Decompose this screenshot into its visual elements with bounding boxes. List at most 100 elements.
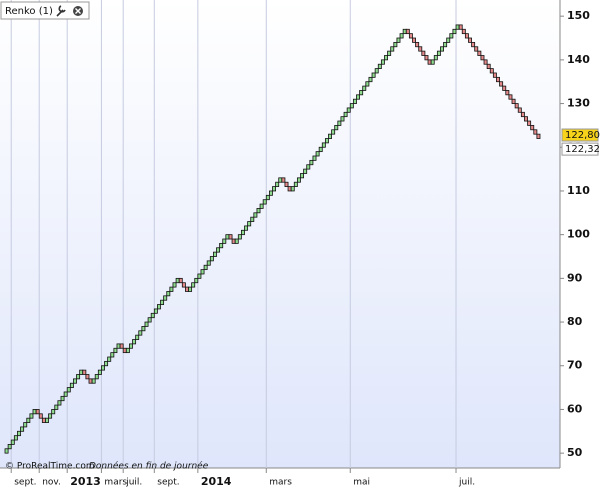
brick (396, 37, 401, 43)
brick (471, 41, 476, 48)
footer-source: © ProRealTime.com (5, 462, 95, 472)
x-tick-label: mars (104, 478, 127, 488)
brick (321, 142, 326, 148)
brick (147, 317, 152, 323)
brick (278, 177, 283, 183)
brick (256, 208, 261, 214)
y-tick-label: 90 (567, 271, 583, 284)
labels: 5060708090100110120130140150sept.nov.201… (10, 9, 600, 488)
brick (324, 138, 329, 144)
brick (20, 426, 25, 432)
brick (38, 413, 43, 419)
brick (430, 59, 435, 65)
brick (433, 55, 438, 61)
brick (440, 46, 444, 52)
brick (163, 295, 168, 301)
brick (122, 347, 127, 354)
brick (29, 413, 34, 419)
brick (281, 177, 286, 183)
brick (275, 181, 280, 187)
brick (144, 321, 149, 327)
brick (483, 59, 488, 65)
brick (520, 111, 525, 118)
brick (17, 430, 21, 437)
brick (312, 155, 317, 161)
brick (63, 391, 68, 397)
brick (32, 409, 37, 415)
brick (343, 111, 348, 118)
brick (185, 286, 189, 292)
brick (265, 194, 270, 201)
brick (415, 41, 420, 48)
brick (387, 50, 392, 56)
brick (318, 146, 323, 153)
brick (517, 107, 522, 113)
brick (101, 365, 105, 371)
brick (374, 68, 379, 74)
brick (206, 260, 211, 266)
settings-icon[interactable] (56, 5, 66, 17)
brick (464, 33, 469, 39)
brick (175, 277, 180, 284)
brick (505, 90, 510, 96)
brick (54, 404, 59, 410)
x-tick-label: 2014 (201, 475, 232, 488)
brick (203, 264, 208, 271)
brick (496, 76, 500, 83)
brick (352, 98, 357, 104)
brick (150, 312, 155, 319)
brick (23, 422, 28, 428)
brick (116, 343, 121, 349)
brick (66, 387, 71, 393)
brick (290, 186, 295, 192)
brick (26, 417, 31, 423)
brick (268, 190, 273, 196)
brick (508, 94, 513, 100)
brick (468, 37, 472, 43)
x-tick-label: mars (269, 478, 292, 488)
brick (153, 308, 158, 314)
legend-box: Renko (1) (0, 1, 90, 20)
brick (303, 168, 308, 174)
brick (200, 269, 205, 275)
y-tick-label: 70 (567, 359, 583, 372)
brick (7, 444, 12, 450)
brick (399, 33, 404, 39)
brick (197, 273, 202, 279)
y-tick-label: 140 (567, 53, 590, 66)
price-marker-label: 122,32 (565, 144, 600, 155)
x-tick-label: 2013 (70, 475, 101, 488)
brick (191, 282, 196, 288)
brick (57, 400, 62, 406)
brick (499, 81, 504, 87)
brick (334, 125, 339, 131)
x-tick-label: nov. (42, 478, 61, 488)
brick (287, 186, 292, 192)
brick (160, 299, 165, 305)
brick (272, 186, 277, 192)
y-tick-label: 110 (567, 184, 590, 197)
brick (486, 63, 491, 70)
brick (421, 50, 426, 56)
x-tick-label: juil. (125, 478, 142, 488)
brick (157, 304, 161, 310)
brick (402, 28, 407, 35)
y-tick-label: 150 (567, 9, 590, 22)
brick (458, 24, 463, 30)
brick (474, 46, 479, 52)
brick (262, 199, 267, 205)
brick (337, 120, 342, 126)
brick (135, 334, 140, 340)
grid (10, 0, 457, 468)
brick (480, 55, 485, 61)
brick (225, 234, 230, 240)
brick (300, 173, 305, 179)
price-marker-label: 122,80 (565, 130, 600, 141)
brick (194, 277, 199, 284)
y-tick-label: 80 (567, 315, 583, 328)
brick (284, 181, 289, 187)
brick (216, 247, 221, 253)
brick (4, 448, 9, 454)
brick (41, 417, 46, 423)
brick (104, 360, 109, 367)
